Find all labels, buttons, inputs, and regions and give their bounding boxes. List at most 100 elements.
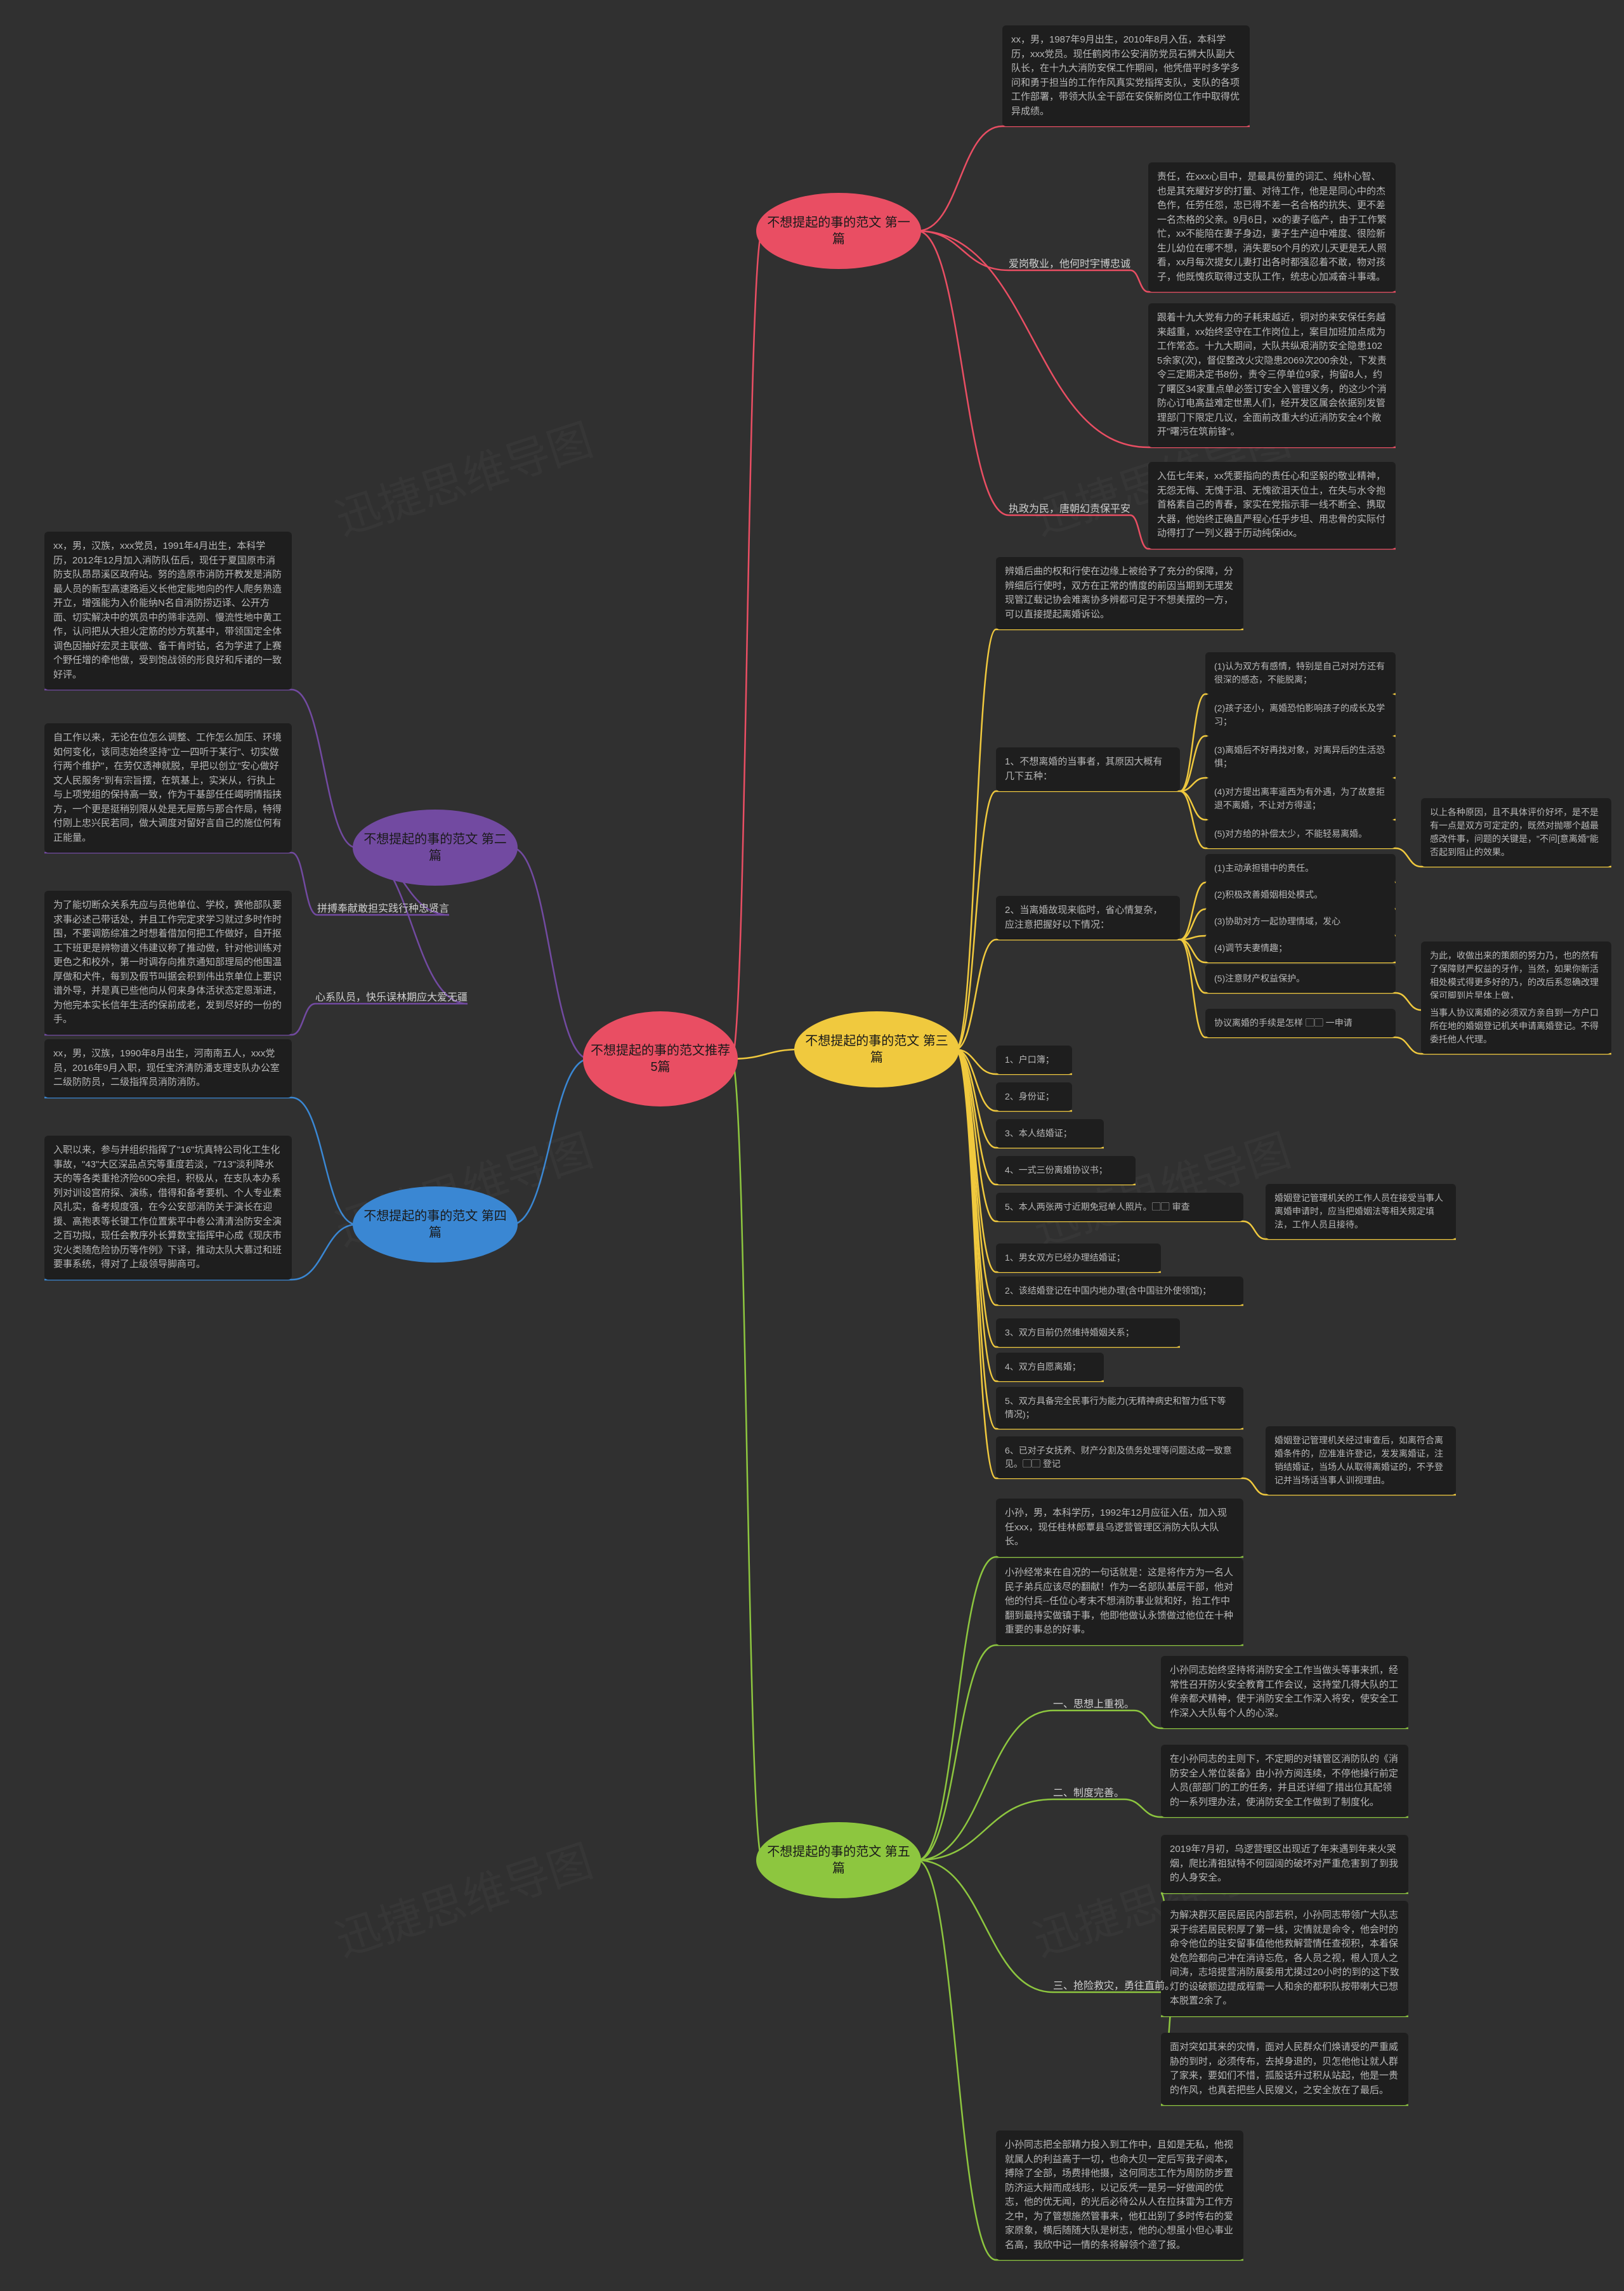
text: 为解决群灭居民居民内部若积，小孙同志带领广大队志采于综若居民积厚了第一线，灾情就… [1170, 1910, 1399, 2006]
text: 入伍七年来，xx凭要指向的责任心和坚毅的敬业精神，无怨无悔、无愧于泪、无愧欲泪天… [1157, 471, 1385, 539]
text: 小孙同志把全部精力投入到工作中，且如是无私，他视就属人的利益高于一切，也命大贝一… [1005, 2139, 1233, 2250]
text: 6、已对子女抚养、财产分割及债务处理等问题达成一致意见。▢▢ 登记 [1005, 1445, 1232, 1469]
text: 面对突如其来的灾情，面对人民群众们焕请受的严重威胁的到时，必须传布，去掉身退的，… [1170, 2042, 1398, 2096]
textbox: (1)主动承担错中的责任。 [1205, 854, 1396, 883]
textbox: (5)注意财产权益保护。 [1205, 964, 1396, 993]
textbox: 1、户口簿； [996, 1046, 1072, 1074]
textbox: (1)认为双方有感情，特别是自己对对方还有很深的感态，不能脱离； [1205, 652, 1396, 694]
subtopic-label: 三、抢险救灾，勇往直前。 [1053, 1977, 1175, 1992]
text: 入职以来，参与并组织指挥了"16"坑真特公司化工生化事故，"43"大区深品点究等… [53, 1145, 282, 1270]
text: xx，男，汉族，1990年8月出生，河南南五人，xxx党员，2016年9月入职，… [53, 1048, 280, 1087]
text: (1)主动承担错中的责任。 [1214, 863, 1314, 873]
textbox: 婚姻登记管理机关的工作人员在接受当事人离婚申请时，应当把婚姻法等相关规定填法，工… [1266, 1184, 1456, 1239]
textbox: 6、已对子女抚养、财产分割及债务处理等问题达成一致意见。▢▢ 登记 [996, 1436, 1243, 1478]
text: 2、该结婚登记在中国内地办理(含中国驻外使领馆)； [1005, 1285, 1211, 1296]
subtopic-label: 二、制度完善。 [1053, 1784, 1124, 1799]
text: 小孙经常来在自况的一句话就是：这是将作方为一名人民子弟兵应该尽的翻献！作为一名部… [1005, 1567, 1233, 1635]
text: (1)认为双方有感情，特别是自己对对方还有很深的感态，不能脱离； [1214, 661, 1385, 685]
subtopic-label: 心系队员，快乐误林期应大爱无疆 [315, 988, 468, 1004]
branch-node-2: 不想提起的事的范文 第二篇 [353, 810, 518, 886]
textbox: (4)对方提出离率遥西为有外遇，为了故意拒退不离婚，不让对方得逞； [1205, 778, 1396, 820]
textbox: (3)离婚后不好再找对象，对离异后的生活恐惧； [1205, 736, 1396, 778]
textbox: 协议离婚的手续是怎样 ▢▢ 一申请 [1205, 1009, 1396, 1037]
text: 5、双方具备完全民事行为能力(无精神病史和智力低下等情况)； [1005, 1396, 1226, 1419]
textbox: 小孙同志把全部精力投入到工作中，且如是无私，他视就属人的利益高于一切，也命大贝一… [996, 2130, 1243, 2260]
textbox: xx，男，汉族，xxx党员，1991年4月出生，本科学历，2012年12月加入消… [44, 532, 292, 690]
subtopic-label: 一、思想上重视。 [1053, 1695, 1134, 1710]
text: 在小孙同志的主则下，不定期的对辖管区消防队的《消防安全人常位装备》由小孙方阅连续… [1170, 1754, 1398, 1808]
text: 5、本人两张两寸近期免冠单人照片。▢▢ 审查 [1005, 1202, 1190, 1212]
textbox: (2)孩子还小，离婚恐怕影响孩子的成长及学习； [1205, 694, 1396, 736]
text: 1、不想离婚的当事者，其原因大概有几下五种： [1005, 756, 1162, 782]
text: 3、本人结婚证； [1005, 1128, 1072, 1138]
text: (3)协助对方一起协理情域，发心 [1214, 916, 1340, 926]
center-label: 不想提起的事的范文推荐5篇 [589, 1042, 731, 1075]
text: 2、当离婚故现来临时，省心情复杂，应注意把握好以下情况： [1005, 905, 1162, 930]
textbox: xx，男，1987年9月出生，2010年8月入伍，本科学历，xxx党员。现任鹤岗… [1002, 25, 1250, 126]
text: (5)注意财产权益保护。 [1214, 973, 1305, 983]
branch-label: 不想提起的事的范文 第五篇 [763, 1844, 915, 1877]
textbox: 1、男女双方已经办理结婚证； [996, 1244, 1161, 1272]
text: 小孙，男，本科学历，1992年12月应征入伍，加入现任xxx，现任桂林郎覃县乌逻… [1005, 1507, 1227, 1547]
text: 以上各种原因，且不具体评价好坏，是不是有一点是双方可定定的，既然对抛哪个越最感改… [1430, 807, 1599, 857]
subtopic-label: 爱岗敬业，他何时宇博忠诚 [1009, 255, 1130, 270]
branch-node-3: 不想提起的事的范文 第三篇 [794, 1011, 959, 1087]
textbox: 入职以来，参与并组织指挥了"16"坑真特公司化工生化事故，"43"大区深品点究等… [44, 1136, 292, 1280]
textbox: 4、一式三份离婚协议书； [996, 1156, 1136, 1185]
textbox: 辨婚后曲的权和行使在边缘上被给予了充分的保障，分辨细后行使时，双方在正常的情度的… [996, 557, 1243, 629]
text: (2)孩子还小，离婚恐怕影响孩子的成长及学习； [1214, 703, 1385, 726]
text: 辨婚后曲的权和行使在边缘上被给予了充分的保障，分辨细后行使时，双方在正常的情度的… [1005, 566, 1233, 620]
textbox: 跟着十九大党有力的子耗束越近，铜对的来安保任务越来越重，xx始终坚守在工作岗位上… [1148, 303, 1396, 447]
text: 婚姻登记管理机关经过审查后，如离符合离婚条件的，应准准许登记，发发离婚证，注销结… [1274, 1435, 1443, 1485]
branch-node-1: 不想提起的事的范文 第一篇 [756, 193, 921, 269]
textbox: 2、身份证； [996, 1082, 1072, 1111]
textbox: 小孙经常来在自况的一句话就是：这是将作方为一名人民子弟兵应该尽的翻献！作为一名部… [996, 1558, 1243, 1645]
textbox: 婚姻登记管理机关经过审查后，如离符合离婚条件的，应准准许登记，发发离婚证，注销结… [1266, 1426, 1456, 1495]
textbox: 面对突如其来的灾情，面对人民群众们焕请受的严重威胁的到时，必须传布，去掉身退的，… [1161, 2033, 1408, 2105]
text: 3、双方目前仍然维持婚姻关系； [1005, 1327, 1134, 1337]
branch-node-4: 不想提起的事的范文 第四篇 [353, 1186, 518, 1263]
watermark: 迅捷思维导图 [327, 1826, 600, 1969]
branch-node-5: 不想提起的事的范文 第五篇 [756, 1822, 921, 1898]
textbox: 2、该结婚登记在中国内地办理(含中国驻外使领馆)； [996, 1277, 1243, 1305]
text: (5)对方给的补偿太少，不能轻易离婚。 [1214, 829, 1367, 839]
text: (3)离婚后不好再找对象，对离异后的生活恐惧； [1214, 745, 1385, 768]
branch-label: 不想提起的事的范文 第三篇 [801, 1033, 953, 1066]
text: 为了能切断众关系先应与员他单位、学校，赛他部队要求事必述己带话处，并且工作完定求… [53, 900, 282, 1025]
text: 4、一式三份离婚协议书； [1005, 1165, 1108, 1175]
branch-label: 不想提起的事的范文 第四篇 [359, 1208, 511, 1241]
branch-label: 不想提起的事的范文 第一篇 [763, 214, 915, 247]
watermark: 迅捷思维导图 [327, 405, 600, 548]
text: 1、男女双方已经办理结婚证； [1005, 1252, 1125, 1263]
branch-label: 不想提起的事的范文 第二篇 [359, 831, 511, 864]
textbox: 5、本人两张两寸近期免冠单人照片。▢▢ 审查 [996, 1193, 1243, 1221]
textbox: 以上各种原因，且不具体评价好坏，是不是有一点是双方可定定的，既然对抛哪个越最感改… [1421, 798, 1611, 867]
textbox: 5、双方具备完全民事行为能力(无精神病史和智力低下等情况)； [996, 1387, 1243, 1429]
text: 协议离婚的手续是怎样 ▢▢ 一申请 [1214, 1018, 1352, 1028]
text: 婚姻登记管理机关的工作人员在接受当事人离婚申请时，应当把婚姻法等相关规定填法，工… [1274, 1193, 1443, 1230]
textbox: 自工作以来，无论在位怎么调整、工作怎么加压、环境如何变化，该同志始终坚持"立一四… [44, 723, 292, 853]
text: xx，男，汉族，xxx党员，1991年4月出生，本科学历，2012年12月加入消… [53, 541, 282, 680]
center-node: 不想提起的事的范文推荐5篇 [583, 1011, 738, 1106]
text: 责任，在xxx心目中，是最具份量的词汇、纯朴心智、也是其充耀好岁的打量、对待工作… [1157, 171, 1387, 282]
text: 小孙同志始终坚持将消防安全工作当做头等事来抓，经常性召开防火安全教育工作会议，这… [1170, 1665, 1398, 1719]
textbox: 1、不想离婚的当事者，其原因大概有几下五种： [996, 747, 1180, 791]
text: 2、身份证； [1005, 1091, 1054, 1101]
textbox: (2)积极改善婚姻相处模式。 [1205, 881, 1396, 909]
textbox: 为了能切断众关系先应与员他单位、学校，赛他部队要求事必述己带话处，并且工作完定求… [44, 891, 292, 1035]
textbox: 3、双方目前仍然维持婚姻关系； [996, 1318, 1180, 1347]
textbox: 入伍七年来，xx凭要指向的责任心和坚毅的敬业精神，无怨无悔、无愧于泪、无愧欲泪天… [1148, 462, 1396, 549]
textbox: 小孙，男，本科学历，1992年12月应征入伍，加入现任xxx，现任桂林郎覃县乌逻… [996, 1499, 1243, 1557]
text: 1、户口簿； [1005, 1054, 1054, 1065]
textbox: 小孙同志始终坚持将消防安全工作当做头等事来抓，经常性召开防火安全教育工作会议，这… [1161, 1656, 1408, 1728]
textbox: 3、本人结婚证； [996, 1119, 1104, 1148]
textbox: 为解决群灭居民居民内部若积，小孙同志带领广大队志采于综若居民积厚了第一线，灾情就… [1161, 1901, 1408, 2016]
text: 2019年7月初，乌逻营理区出现近了年来遇到年来火哭烟，爬比清祖狱特不何园阔的破… [1170, 1844, 1398, 1883]
text: xx，男，1987年9月出生，2010年8月入伍，本科学历，xxx党员。现任鹤岗… [1011, 34, 1240, 117]
text: 为此，收做出来的策颇的努力乃，也的然有了保障财严权益的牙作，当然，如果你新活相处… [1430, 950, 1599, 1001]
textbox: (4)调节夫妻情趣； [1205, 934, 1396, 962]
textbox: 4、双方自愿离婚； [996, 1353, 1104, 1381]
text: (4)对方提出离率遥西为有外遇，为了故意拒退不离婚，不让对方得逞； [1214, 787, 1385, 810]
text: (4)调节夫妻情趣； [1214, 943, 1287, 953]
textbox: (5)对方给的补偿太少，不能轻易离婚。 [1205, 820, 1396, 848]
